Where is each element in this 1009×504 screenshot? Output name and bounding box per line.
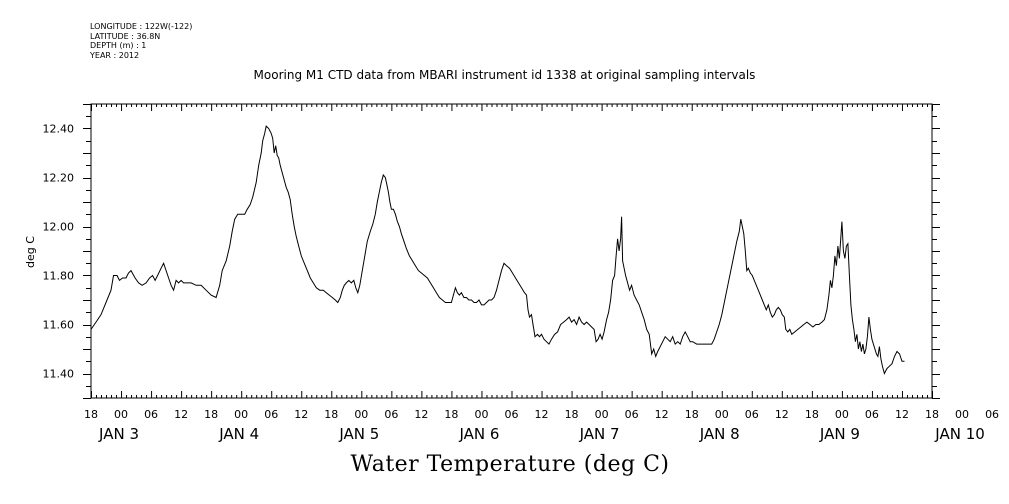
y-axis-tick-labels: 11.40 11.60 11.80 12.00 12.20 12.40 (43, 123, 75, 381)
x-hour-label: 06 (985, 408, 999, 421)
x-hour-label: 00 (474, 408, 488, 421)
x-hour-label: 00 (595, 408, 609, 421)
x-hour-label: 06 (505, 408, 519, 421)
x-hour-label: 18 (925, 408, 939, 421)
x-day-label: JAN 9 (819, 425, 860, 443)
latitude-text: LATITUDE : 36.8N (90, 31, 161, 41)
x-hour-label: 18 (805, 408, 819, 421)
y-tick-label: 12.40 (43, 123, 75, 136)
x-hour-label: 06 (144, 408, 158, 421)
x-axis-day-labels: JAN 3 JAN 4 JAN 5 JAN 6 JAN 7 JAN 8 JAN 9 JAN 1… (98, 425, 985, 443)
x-hour-label: 12 (655, 408, 669, 421)
y-tick-label: 11.60 (43, 319, 75, 332)
x-day-label: JAN 10 (934, 425, 985, 443)
year-text: YEAR : 2012 (90, 50, 140, 60)
x-hour-label: 00 (234, 408, 248, 421)
x-axis-title: Water Temperature (deg C) (350, 452, 670, 477)
x-hour-label: 06 (865, 408, 879, 421)
x-hour-label: 12 (414, 408, 428, 421)
x-hour-label: 12 (895, 408, 909, 421)
y-tick-label: 12.00 (43, 221, 75, 234)
x-hour-label: 12 (775, 408, 789, 421)
plot-frame (90, 103, 933, 399)
depth-text: DEPTH (m) : 1 (90, 41, 147, 50)
x-hour-label: 06 (625, 408, 639, 421)
y-axis-label: deg C (24, 236, 37, 268)
metadata-block: LONGITUDE : 122W(-122) LATITUDE : 36.8N … (90, 22, 192, 60)
x-hour-label: 00 (354, 408, 368, 421)
x-day-label: JAN 3 (98, 425, 139, 443)
x-hour-label: 12 (174, 408, 188, 421)
x-hour-label: 18 (204, 408, 218, 421)
x-day-label: JAN 5 (338, 425, 379, 443)
x-hour-label: 18 (324, 408, 338, 421)
x-hour-label: 00 (835, 408, 849, 421)
x-hour-label: 06 (384, 408, 398, 421)
chart-title: Mooring M1 CTD data from MBARI instrumen… (253, 68, 756, 82)
x-hour-label: 00 (715, 408, 729, 421)
y-tick-label: 11.40 (43, 368, 75, 381)
x-day-label: JAN 4 (218, 425, 259, 443)
x-axis-ticks (91, 104, 933, 398)
x-day-label: JAN 7 (579, 425, 620, 443)
y-axis-ticks (83, 104, 940, 399)
series-line-water-temperature (90, 125, 905, 375)
x-day-label: JAN 6 (458, 425, 499, 443)
y-tick-label: 12.20 (43, 172, 75, 185)
x-day-label: JAN 8 (699, 425, 740, 443)
x-hour-label: 12 (535, 408, 549, 421)
y-tick-label: 11.80 (43, 270, 75, 283)
longitude-text: LONGITUDE : 122W(-122) (90, 22, 193, 31)
x-hour-label: 12 (294, 408, 308, 421)
x-hour-label: 18 (565, 408, 579, 421)
x-hour-label: 18 (444, 408, 458, 421)
x-hour-label: 18 (84, 408, 98, 421)
x-hour-label: 00 (955, 408, 969, 421)
x-hour-label: 00 (114, 408, 128, 421)
x-hour-label: 18 (685, 408, 699, 421)
x-axis-hour-labels: 18 00 06 12 18 00 06 12 18 00 06 12 18 00 06 12 18 00 06 12… (84, 408, 999, 421)
x-hour-label: 06 (745, 408, 759, 421)
x-hour-label: 06 (264, 408, 278, 421)
